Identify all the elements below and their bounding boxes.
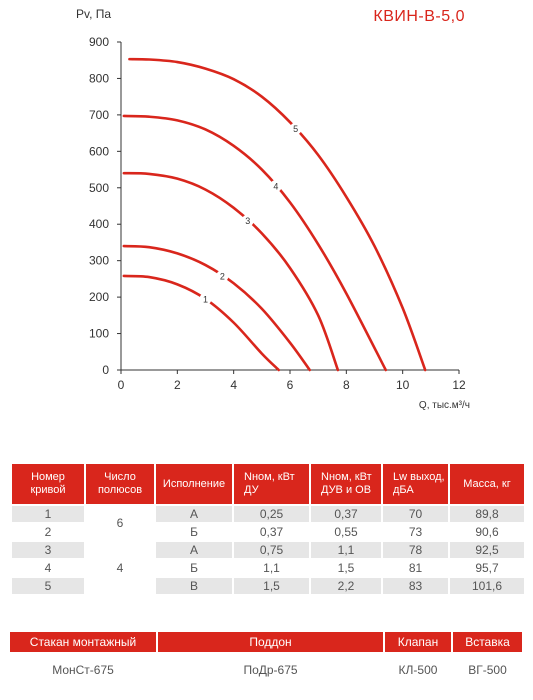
header-power-du: Nном, кВт ДУ bbox=[234, 464, 309, 504]
cell-curve: 5 bbox=[12, 578, 84, 594]
cell-power-du: 0,25 bbox=[234, 506, 309, 522]
accessories-header: Стакан монтажный Поддон Клапан Вставка г… bbox=[10, 632, 522, 669]
cell-sound: 83 bbox=[383, 578, 448, 594]
accessory-header-valve: Клапан bbox=[385, 632, 451, 652]
y-tick-label: 900 bbox=[89, 35, 109, 49]
cell-sound: 81 bbox=[408, 561, 423, 575]
cell-mass: 101,6 bbox=[450, 578, 524, 594]
x-tick-label: 10 bbox=[396, 378, 410, 392]
y-tick-label: 600 bbox=[89, 144, 109, 158]
header-sound-level: Lw выход, дБА bbox=[383, 464, 448, 504]
curve-2-label: 2 bbox=[220, 271, 225, 281]
cell-execution: Б bbox=[190, 525, 198, 539]
cell-mass: 92,5 bbox=[450, 542, 524, 558]
cell-sound: 70 bbox=[383, 506, 448, 522]
cell-curve: 2 bbox=[44, 525, 52, 539]
accessories-values: МонСт-675 ПоДр-675 КЛ-500 ВГ-500 bbox=[10, 660, 522, 680]
cell-poles: 6 bbox=[86, 506, 154, 540]
accessory-flex: ВГ-500 bbox=[468, 663, 507, 677]
cell-curve: 1 bbox=[12, 506, 84, 522]
curve-1-line bbox=[122, 274, 281, 372]
header-curve-number: Номер кривой bbox=[12, 464, 84, 504]
cell-power-du: 0,37 bbox=[259, 525, 284, 539]
cell-power-duv: 2,2 bbox=[311, 578, 381, 594]
cell-power-du: 1,1 bbox=[263, 561, 280, 575]
accessory-mount: МонСт-675 bbox=[52, 663, 114, 677]
header-poles: Число полюсов bbox=[86, 464, 154, 504]
x-tick-label: 4 bbox=[230, 378, 237, 392]
y-tick-label: 400 bbox=[89, 217, 109, 231]
cell-curve: 4 bbox=[44, 561, 52, 575]
chart-title: КВИН-В-5,0 bbox=[373, 8, 465, 25]
cell-poles: 4 bbox=[86, 542, 154, 594]
curve-3-line bbox=[122, 171, 340, 372]
curve-3-label: 3 bbox=[245, 216, 250, 226]
cell-execution: А bbox=[156, 542, 232, 558]
cell-power-duv: 1,5 bbox=[337, 561, 355, 575]
y-axis-label: Pv, Па bbox=[76, 7, 111, 21]
x-tick-label: 12 bbox=[452, 378, 466, 392]
y-tick-label: 700 bbox=[89, 108, 109, 122]
curve-4-label: 4 bbox=[273, 181, 278, 191]
y-tick-label: 800 bbox=[89, 71, 109, 85]
accessory-valve: КЛ-500 bbox=[398, 663, 438, 677]
header-execution: Исполнение bbox=[156, 464, 232, 504]
cell-execution: В bbox=[156, 578, 232, 594]
table-row: 5 В 1,5 2,2 83 101,6 bbox=[12, 578, 524, 594]
table-row: 3 4 А 0,75 1,1 78 92,5 bbox=[12, 542, 524, 594]
cell-sound: 73 bbox=[408, 525, 423, 539]
cell-power-duv: 0,37 bbox=[311, 506, 381, 522]
x-tick-label: 8 bbox=[343, 378, 350, 392]
x-tick-label: 0 bbox=[118, 378, 125, 392]
y-tick-label: 100 bbox=[89, 327, 109, 341]
cell-mass: 89,8 bbox=[450, 506, 524, 522]
x-tick-label: 2 bbox=[174, 378, 181, 392]
curve-4-line bbox=[122, 114, 388, 372]
curve-3-label-bg bbox=[241, 214, 254, 227]
curve-5-label-bg bbox=[289, 122, 302, 135]
curve-5-line bbox=[128, 57, 427, 372]
y-tick-label: 300 bbox=[89, 254, 109, 268]
accessory-header-flex: Вставка гибкая bbox=[453, 632, 522, 669]
spec-table: Номер кривой Число полюсов Исполнение Nн… bbox=[10, 462, 526, 596]
y-tick-label: 500 bbox=[89, 181, 109, 195]
header-power-duv: Nном, кВт ДУВ и ОВ bbox=[311, 464, 381, 504]
curve-1-label: 1 bbox=[203, 294, 208, 304]
cell-power-duv: 1,1 bbox=[311, 542, 381, 558]
cell-mass: 95,7 bbox=[475, 561, 499, 575]
curve-5-label: 5 bbox=[293, 124, 298, 134]
cell-curve: 3 bbox=[12, 542, 84, 558]
cell-execution: Б bbox=[190, 561, 198, 575]
x-tick-label: 6 bbox=[287, 378, 294, 392]
cell-power-du: 0,75 bbox=[234, 542, 309, 558]
curve-4-label-bg bbox=[269, 179, 282, 192]
accessory-header-mount: Стакан монтажный bbox=[10, 632, 156, 652]
cell-power-du: 1,5 bbox=[234, 578, 309, 594]
accessory-tray: ПоДр-675 bbox=[243, 663, 298, 677]
header-mass: Масса, кг bbox=[450, 464, 524, 504]
table-row: 1 6 А 0,25 0,37 70 89,8 bbox=[12, 506, 524, 540]
accessory-header-tray: Поддон bbox=[158, 632, 383, 652]
table-header-row: Номер кривой Число полюсов Исполнение Nн… bbox=[12, 464, 524, 504]
x-axis-label: Q, тыс.м³/ч bbox=[419, 400, 470, 411]
y-tick-label: 0 bbox=[102, 363, 109, 377]
cell-power-duv: 0,55 bbox=[334, 525, 358, 539]
cell-mass: 90,6 bbox=[475, 525, 499, 539]
cell-sound: 78 bbox=[383, 542, 448, 558]
cell-execution: А bbox=[156, 506, 232, 522]
table-row: 2 Б 0,37 0,55 73 90,6 bbox=[12, 524, 524, 540]
curve-1-label-bg bbox=[199, 292, 212, 305]
y-tick-label: 200 bbox=[89, 290, 109, 304]
table-row: 4 Б 1,1 1,5 81 95,7 bbox=[12, 560, 524, 576]
curve-2-label-bg bbox=[216, 269, 229, 282]
